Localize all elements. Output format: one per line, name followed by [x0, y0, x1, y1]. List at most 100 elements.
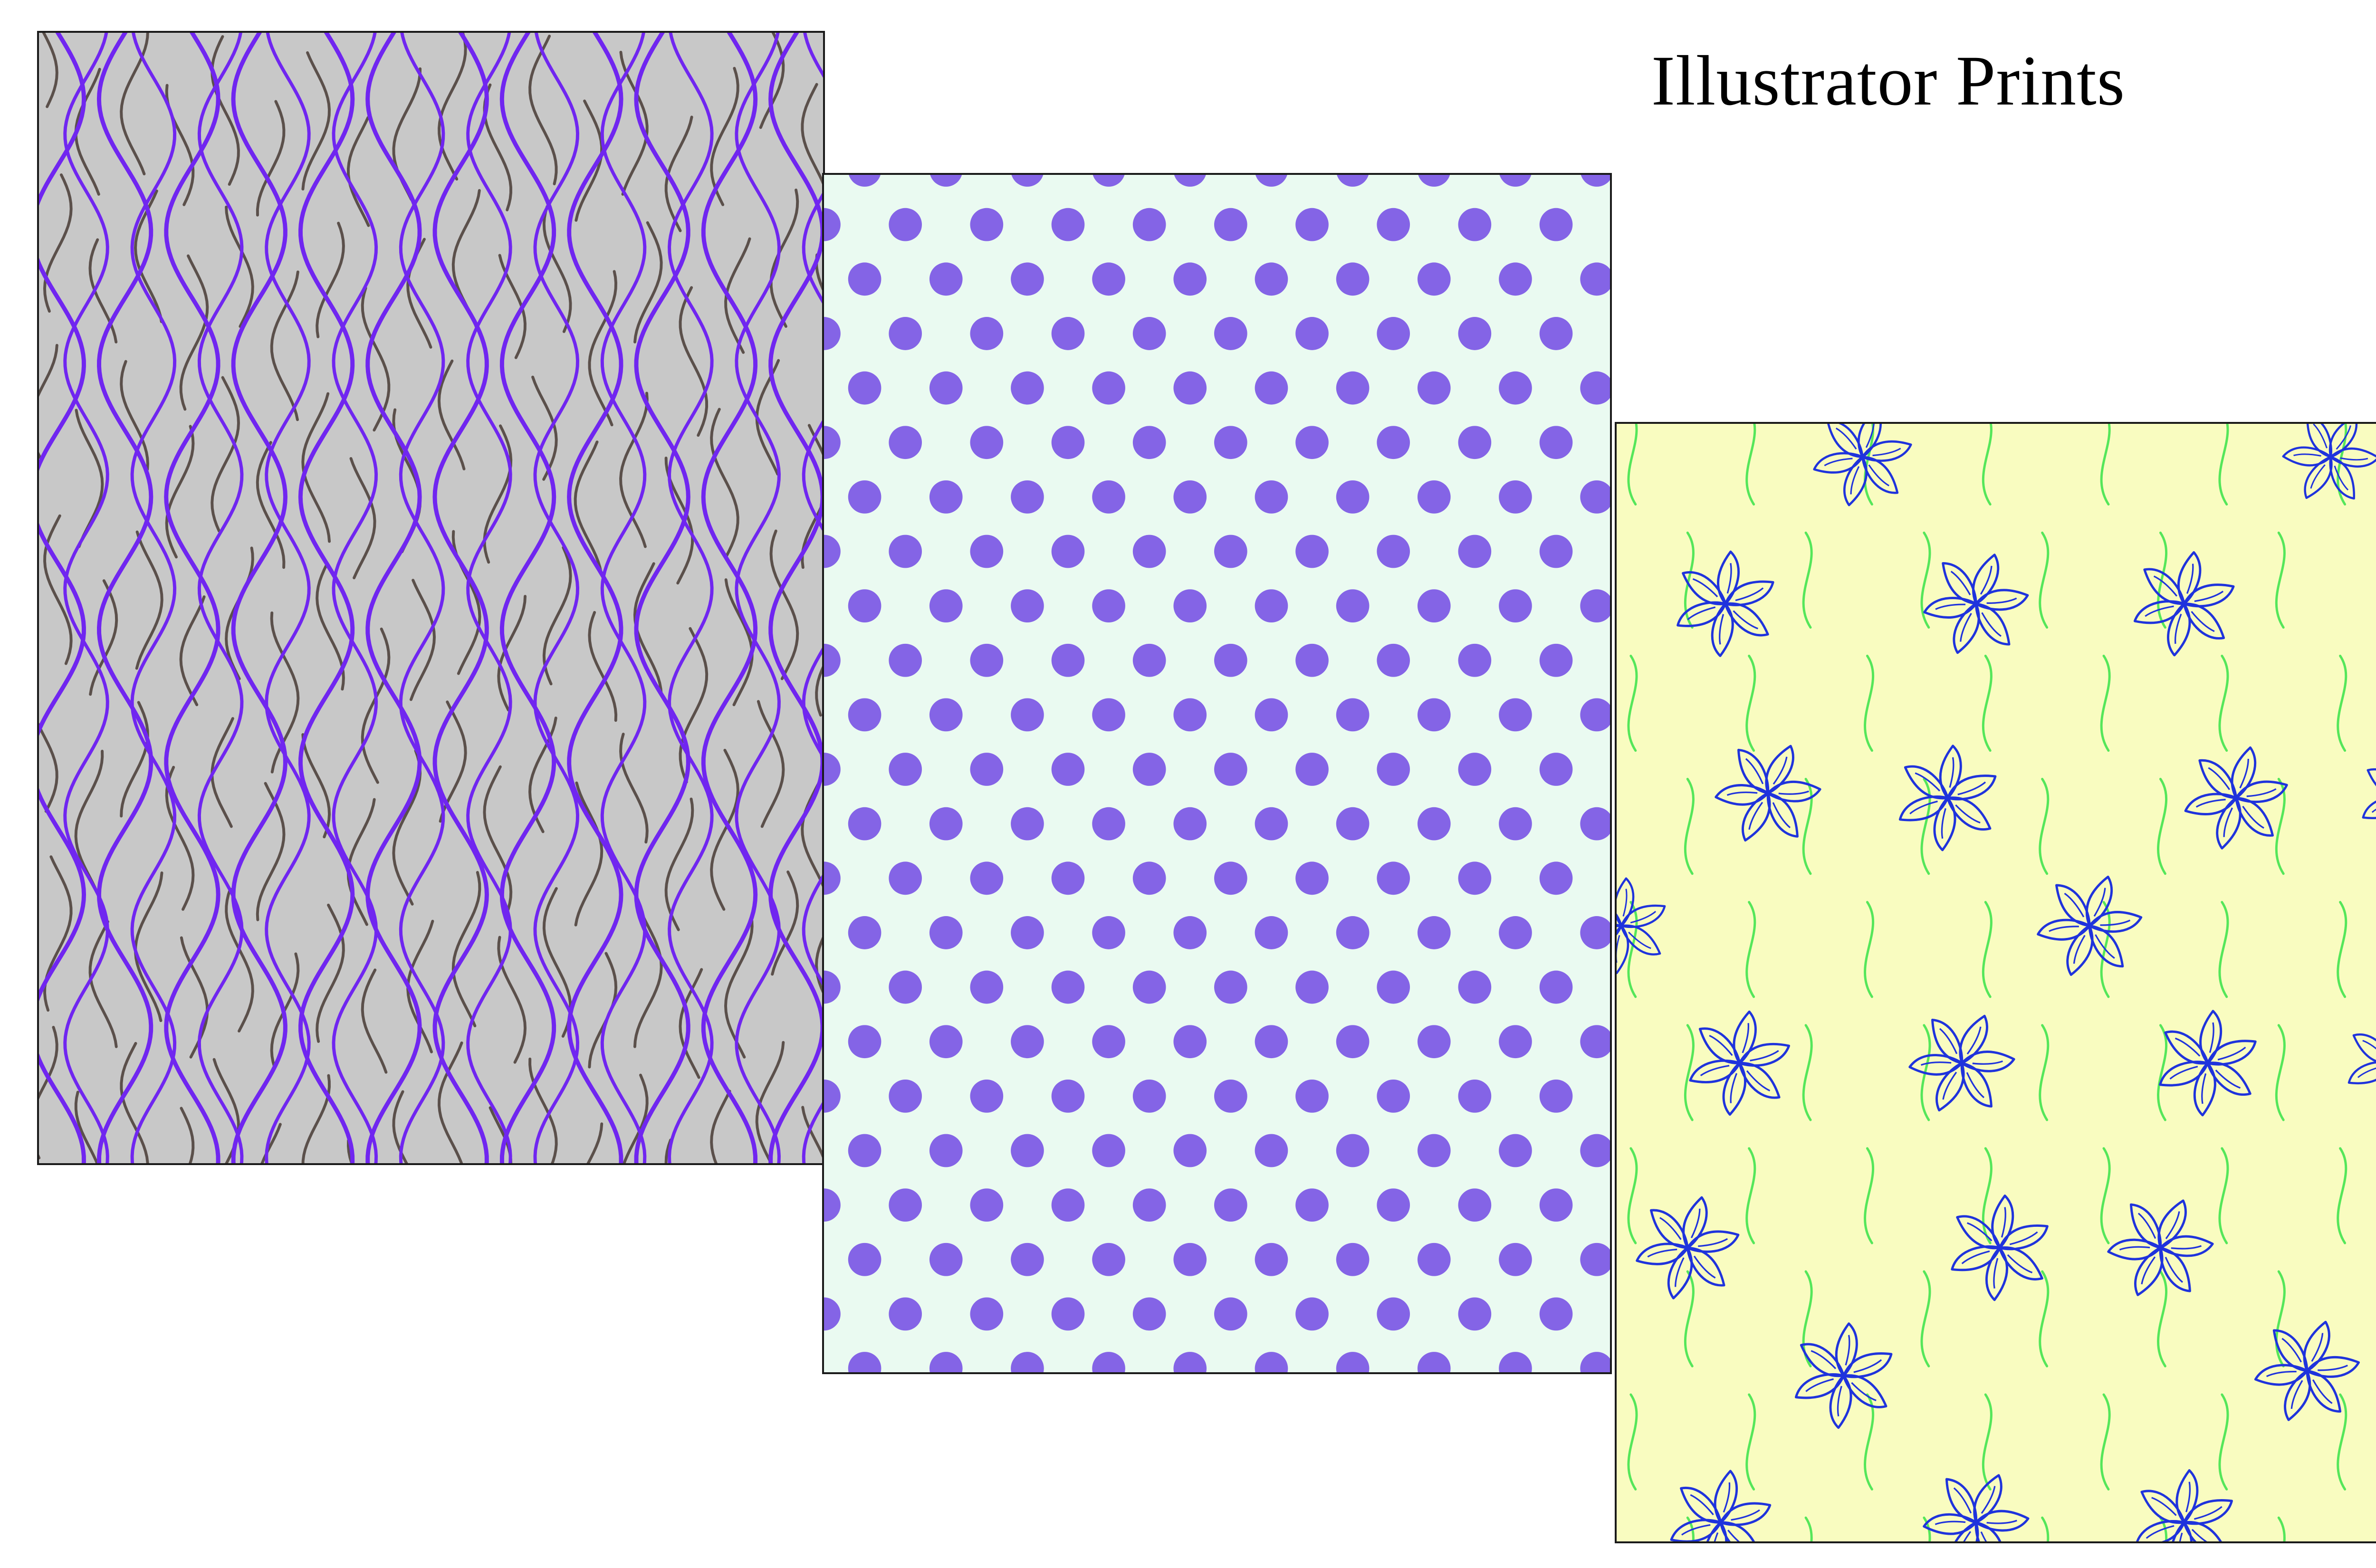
polka-dot [1295, 753, 1329, 786]
polka-dot [929, 589, 963, 623]
flower [1617, 877, 1666, 975]
petal-vein [1966, 1026, 1982, 1055]
flower-petal [2164, 1030, 2209, 1065]
polka-dot [1580, 1134, 1610, 1167]
petal-vein [1772, 756, 1788, 785]
flower-petal [1680, 1486, 1722, 1524]
gray-wave-stroke [316, 903, 345, 1043]
flower-petal [1956, 1215, 2001, 1250]
polka-dot [889, 970, 922, 1004]
green-stem [2218, 1147, 2229, 1244]
polka-dot [1255, 698, 1288, 732]
polka-dot [1499, 698, 1532, 732]
flower-petal [1649, 1209, 1689, 1249]
flower-petal [2198, 759, 2238, 799]
petal-vein [1981, 612, 2002, 637]
gray-wave-stroke [664, 797, 694, 931]
gray-wave-stroke [256, 441, 286, 569]
gray-wave-stroke [542, 546, 572, 686]
polka-dot [1092, 1352, 1125, 1372]
petal-vein [1955, 804, 1981, 824]
polka-dot [1092, 916, 1125, 949]
polka-dot [929, 1134, 963, 1167]
gray-wave-stroke [88, 920, 118, 1048]
polka-dot [1051, 535, 1085, 568]
petal-vein [2293, 453, 2321, 457]
petal-vein [1659, 1217, 1682, 1240]
petal-vein [2153, 575, 2178, 597]
green-stem [1982, 1147, 1993, 1244]
polka-dot [1092, 807, 1125, 841]
petal-vein [1742, 1023, 1750, 1053]
gray-wave-stroke [225, 205, 254, 328]
flower [2282, 424, 2376, 500]
polka-dot [1499, 1134, 1532, 1167]
purple-wave-line [96, 33, 153, 1163]
petal-vein [1853, 1359, 1882, 1373]
flower [1923, 1474, 2030, 1541]
petal-vein [1824, 458, 1853, 467]
polka-dot [1458, 753, 1492, 786]
polka-dot [1051, 970, 1085, 1004]
polka-dot [1011, 1352, 1044, 1372]
green-stem [1802, 531, 1813, 629]
green-stem [2039, 1270, 2050, 1367]
polka-dot [1499, 262, 1532, 296]
polka-dot [1458, 208, 1492, 241]
gray-wave-stroke [528, 1057, 558, 1163]
green-stem [1920, 1024, 1931, 1121]
petal-vein [2217, 1046, 2246, 1061]
purple-wave-line [668, 33, 714, 1163]
polka-dot [1458, 317, 1492, 350]
polka-dot [1173, 480, 1207, 514]
gray-wave-stroke [755, 1041, 785, 1163]
green-stem [1864, 1147, 1875, 1244]
polka-dot [929, 698, 963, 732]
polka-dot [1336, 262, 1370, 296]
flower [2159, 1010, 2257, 1117]
gray-wave-stroke [588, 270, 618, 427]
polka-dot [1458, 1188, 1492, 1222]
petal-vein [1709, 1034, 1733, 1056]
flower-petal [2366, 768, 2376, 800]
polka-dot [1499, 916, 1532, 949]
petal-vein [1956, 1531, 1972, 1541]
petal-vein [2185, 1482, 2191, 1512]
polka-dot [889, 208, 922, 241]
green-stem [1920, 1270, 1931, 1367]
polka-dot [1499, 807, 1532, 841]
polka-dot [1092, 480, 1125, 514]
polka-dot [970, 535, 1004, 568]
gray-wave-stroke [39, 344, 58, 460]
polka-dot [824, 970, 841, 1004]
green-stem [1684, 777, 1695, 875]
gray-wave-stroke [361, 287, 391, 432]
gray-wave-stroke [801, 1106, 823, 1160]
polka-dot [1051, 208, 1085, 241]
petal-vein [1980, 1531, 1999, 1541]
gray-wave-stroke [769, 529, 799, 680]
purple-wave-line [466, 33, 512, 1163]
polka-dot [1458, 861, 1492, 895]
purple-wave-line [533, 33, 579, 1163]
petal-vein [2141, 1256, 2156, 1285]
petal-vein [1772, 802, 1791, 829]
gray-wave-stroke [710, 67, 739, 206]
green-stem [1920, 777, 1931, 875]
gray-wave-stroke [260, 1123, 282, 1163]
polka-dot [1539, 208, 1573, 241]
purple-wave-line [600, 33, 647, 1163]
polka-dot [1092, 371, 1125, 405]
flower-petal [2055, 884, 2091, 927]
polka-dot [1092, 1025, 1125, 1059]
gray-wave-stroke [43, 173, 73, 313]
gray-wave-stroke [679, 286, 709, 437]
polka-dot [1417, 1243, 1451, 1276]
purple-wave-line [701, 33, 758, 1163]
petal-vein [2362, 1040, 2376, 1058]
petal-vein [2334, 465, 2349, 491]
green-stem [1684, 1024, 1695, 1121]
gray-wave-stroke [361, 627, 391, 784]
petal-vein [1967, 1222, 1993, 1242]
gray-wave-stroke [392, 1090, 408, 1163]
